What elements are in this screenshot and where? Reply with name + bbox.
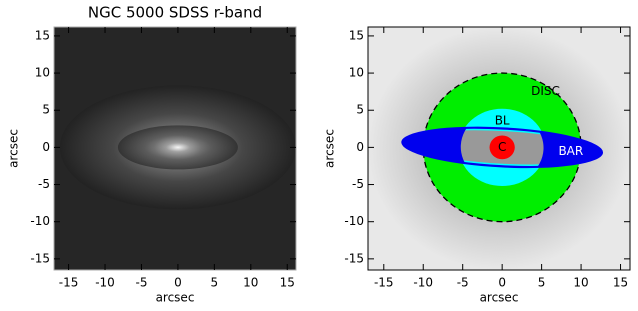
galaxy-core bbox=[118, 125, 238, 169]
x-tick-label: -10 bbox=[413, 276, 433, 290]
x-tick-label: -15 bbox=[59, 276, 79, 290]
chart-title: NGC 5000 SDSS r-band bbox=[88, 4, 262, 22]
y-tick-label: 5 bbox=[42, 103, 50, 117]
plot-area bbox=[54, 27, 296, 270]
component-label: DISC bbox=[531, 84, 560, 98]
y-tick-label: 10 bbox=[349, 66, 364, 80]
y-tick-label: -15 bbox=[30, 251, 50, 265]
y-tick-label: 15 bbox=[349, 28, 364, 42]
y-tick-label: 5 bbox=[356, 103, 364, 117]
y-tick-label: 15 bbox=[35, 28, 50, 42]
y-tick-label: -5 bbox=[352, 177, 364, 191]
y-axis-label: arcsec bbox=[323, 129, 337, 168]
x-tick-label: 0 bbox=[174, 276, 182, 290]
y-tick-label: 0 bbox=[356, 140, 364, 154]
y-tick-label: 10 bbox=[35, 66, 50, 80]
x-axis-label: arcsec bbox=[156, 291, 195, 305]
component-label: C bbox=[498, 140, 506, 154]
x-tick-label: 5 bbox=[211, 276, 219, 290]
x-tick-label: 15 bbox=[613, 276, 628, 290]
component-label: BL bbox=[495, 114, 510, 128]
component-label: BAR bbox=[558, 144, 583, 158]
figure: NGC 5000 SDSS r-band -15 -10 -5 0 5 10 15 -15 -1… bbox=[0, 0, 638, 307]
x-tick-label: 10 bbox=[573, 276, 588, 290]
x-axis-label: arcsec bbox=[480, 291, 519, 305]
y-axis-label: arcsec bbox=[7, 129, 21, 168]
x-tick-label: -10 bbox=[95, 276, 115, 290]
x-tick-label: 5 bbox=[538, 276, 546, 290]
x-tick-label: -15 bbox=[374, 276, 394, 290]
y-tick-label: -10 bbox=[30, 214, 50, 228]
y-tick-label: -10 bbox=[344, 214, 364, 228]
x-tick-label: -5 bbox=[135, 276, 147, 290]
y-tick-label: -5 bbox=[38, 177, 50, 191]
x-tick-label: 15 bbox=[280, 276, 295, 290]
x-tick-label: -5 bbox=[457, 276, 469, 290]
y-tick-label: 0 bbox=[42, 140, 50, 154]
x-tick-label: 0 bbox=[498, 276, 506, 290]
x-tick-label: 10 bbox=[243, 276, 258, 290]
y-tick-label: -15 bbox=[344, 251, 364, 265]
